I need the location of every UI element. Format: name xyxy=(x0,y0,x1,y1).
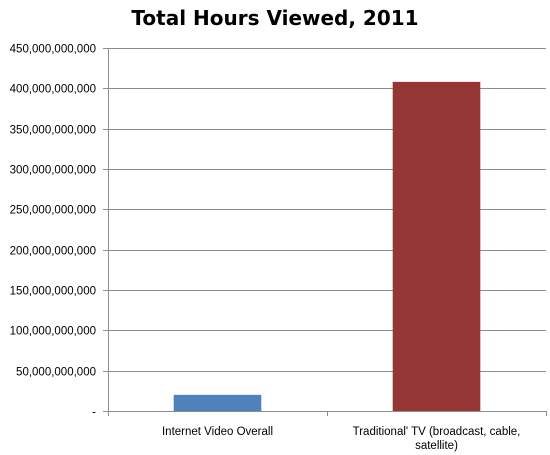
y-tick-label: 200,000,000,000 xyxy=(10,246,96,258)
axes xyxy=(103,48,547,416)
bars xyxy=(173,81,481,411)
y-tick-label: 50,000,000,000 xyxy=(16,367,96,379)
y-tick-label: 450,000,000,000 xyxy=(10,44,96,56)
bar-2 xyxy=(392,81,481,411)
chart-title: Total Hours Viewed, 2011 xyxy=(131,6,419,30)
x-category-label: Traditional' TV (broadcast, cable, xyxy=(353,426,521,438)
y-tick-label: 350,000,000,000 xyxy=(10,125,96,137)
bar-1 xyxy=(173,394,262,411)
axis-labels: - 50,000,000,000 100,000,000,000 150,000,00… xyxy=(10,44,521,453)
y-tick-label: 300,000,000,000 xyxy=(10,165,96,177)
y-tick-label: 250,000,000,000 xyxy=(10,205,96,217)
y-tick-label: - xyxy=(92,407,96,419)
x-category-label: Internet Video Overall xyxy=(162,426,273,438)
y-tick-label: 100,000,000,000 xyxy=(10,326,96,338)
y-tick-label: 400,000,000,000 xyxy=(10,84,96,96)
y-tick-label: 150,000,000,000 xyxy=(10,286,96,298)
x-category-label: satellite) xyxy=(415,440,458,452)
